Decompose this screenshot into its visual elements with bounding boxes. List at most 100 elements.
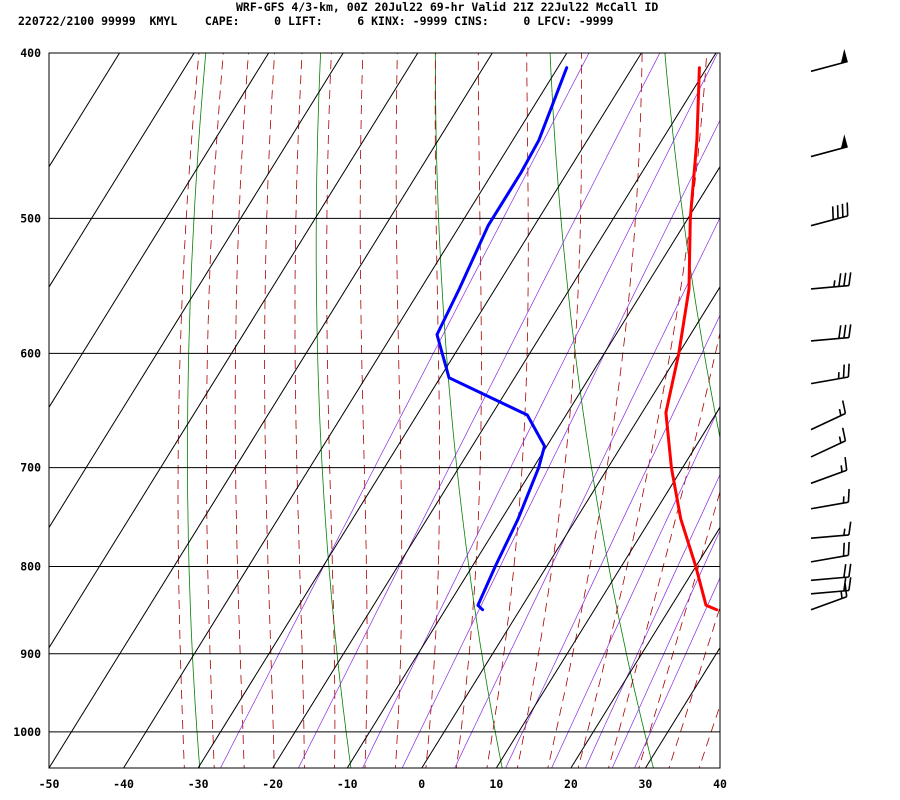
isotherm-gridline — [123, 53, 568, 768]
isotherm-gridline — [49, 53, 344, 529]
isotherm-gridline — [346, 165, 720, 768]
wind-barb — [810, 363, 850, 385]
dry-adiabat — [434, 53, 503, 768]
dry-adiabat — [775, 15, 900, 789]
isotherm-gridline — [49, 53, 493, 768]
isotherm-gridline — [49, 53, 120, 168]
wind-barb-feather — [838, 273, 842, 287]
axis-ticks: 400 500 600 700 800 900 1000 -50 -40 -30 -20 -10 0 10… — [13, 46, 727, 791]
moist-adiabat — [177, 53, 200, 768]
wind-barb-feather — [842, 364, 845, 378]
x-tick-label: -30 — [188, 777, 209, 791]
moist-adiabat — [516, 53, 582, 768]
moist-adiabat — [294, 53, 305, 768]
mixing-ratio-line — [505, 314, 720, 768]
mixing-ratio-line — [220, 53, 590, 768]
grid — [48, 52, 721, 769]
background-lines — [177, 15, 900, 789]
wind-barb-feather — [831, 206, 834, 220]
wind-barb-staff — [810, 412, 846, 431]
wind-barb-half-feather — [838, 436, 842, 444]
wind-barb-feather — [847, 488, 850, 503]
dry-adiabat — [664, 53, 720, 440]
wind-barb — [810, 488, 850, 510]
wind-barb-staff — [810, 595, 847, 611]
isotherm-gridline — [495, 406, 720, 768]
wind-barb-staff — [810, 284, 849, 290]
moist-adiabat — [394, 53, 403, 768]
wind-barb-half-feather — [843, 528, 846, 536]
chart-title: WRF-GFS 4/3-km, 00Z 20Jul22 69-hr Valid … — [236, 0, 658, 14]
wind-barb-feather — [841, 203, 844, 218]
wind-barb-feather — [847, 363, 850, 378]
isotherm-gridline — [719, 767, 720, 768]
moist-adiabat — [425, 53, 441, 768]
dry-adiabat — [315, 53, 352, 768]
wind-barb — [810, 324, 852, 342]
wind-barb — [810, 272, 852, 290]
station-info-line: 220722/2100 99999 KMYL CAPE: 0 LIFT: 6 K… — [18, 14, 614, 28]
wind-barb — [810, 427, 847, 458]
isotherm-gridline — [197, 53, 642, 768]
isotherm-gridline — [49, 53, 419, 649]
wind-barb-staff — [810, 145, 848, 158]
wind-barb-staff — [810, 501, 849, 510]
moist-adiabat — [698, 704, 720, 768]
x-tick-label: 0 — [418, 777, 425, 791]
wind-barb — [810, 583, 848, 611]
wind-barb-feather — [843, 272, 847, 287]
wind-barb — [810, 400, 847, 431]
wind-barb — [810, 541, 850, 563]
isotherm-gridline — [570, 526, 720, 768]
wind-barb-staff — [810, 469, 847, 485]
mixing-ratio-line — [585, 473, 720, 768]
wind-barb-staff — [810, 60, 848, 73]
wind-barb-feather — [842, 542, 845, 557]
wind-barb-feather — [848, 272, 852, 286]
moist-adiabat — [234, 53, 249, 768]
y-tick-label: 1000 — [13, 725, 41, 739]
mixing-ratio-line — [634, 577, 720, 768]
moist-adiabat — [638, 490, 720, 768]
isotherm-gridlines — [49, 53, 720, 768]
wind-barb-feather — [848, 563, 852, 578]
wind-barb-feather — [843, 324, 847, 339]
wind-barb-pennant — [840, 48, 848, 64]
y-tick-label: 500 — [20, 211, 41, 225]
x-tick-label: 40 — [713, 777, 727, 791]
wind-barb-staff — [810, 215, 848, 227]
y-tick-label: 400 — [20, 46, 41, 60]
x-tick-label: 20 — [564, 777, 578, 791]
wind-barb-staff — [810, 336, 849, 342]
wind-barb-half-feather — [833, 280, 836, 288]
wind-barb-feather — [847, 541, 850, 556]
isotherm-gridline — [49, 53, 270, 409]
isotherm-gridline — [49, 53, 195, 288]
moist-adiabat — [455, 53, 482, 768]
wind-barbs — [810, 48, 852, 611]
moist-adiabat — [205, 53, 224, 768]
wind-barb-half-feather — [840, 591, 843, 599]
isotherm-gridline — [421, 286, 720, 768]
mixing-ratio-line — [611, 529, 720, 768]
x-tick-label: -40 — [113, 777, 134, 791]
isotherm-gridline — [272, 53, 717, 768]
moist-adiabat — [359, 53, 368, 768]
wind-barb — [810, 521, 852, 540]
wind-barb-staff — [810, 534, 849, 540]
mixing-ratio-line — [298, 53, 661, 768]
dewpoint-trace — [435, 66, 569, 612]
wind-barb — [810, 202, 849, 227]
isotherm-gridline — [645, 646, 720, 768]
wind-barb-pennant — [840, 134, 848, 149]
x-tick-label: -20 — [262, 777, 283, 791]
dry-adiabat — [549, 53, 654, 768]
x-tick-label: 10 — [489, 777, 503, 791]
wind-barb-feather — [848, 324, 852, 338]
wind-barb-feather — [844, 457, 848, 471]
wind-barb-feather — [848, 577, 852, 591]
wind-barb-staff — [810, 589, 849, 595]
y-tick-label: 700 — [20, 461, 41, 475]
wind-barb-feather — [844, 583, 848, 597]
